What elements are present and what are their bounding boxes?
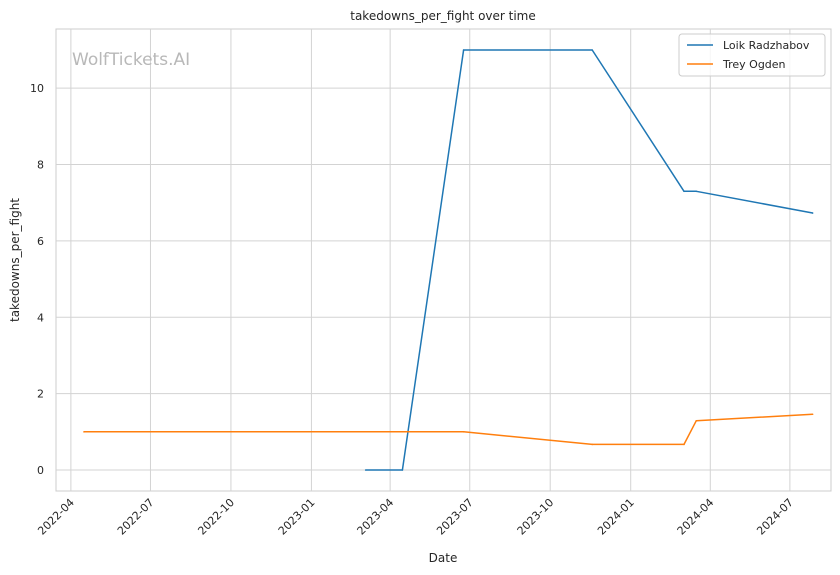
x-tick-label: 2023-10 xyxy=(515,496,557,538)
y-tick-label: 6 xyxy=(37,235,44,248)
data-point xyxy=(401,469,404,471)
y-axis-label: takedowns_per_fight xyxy=(8,198,22,322)
data-point xyxy=(695,419,698,422)
y-tick-label: 0 xyxy=(37,464,44,477)
x-axis: 2022-04 2022-07 2022-10 2023-01 2023-04 2023-… xyxy=(35,496,796,538)
x-axis-label: Date xyxy=(429,551,458,565)
grid xyxy=(56,29,831,491)
x-tick-label: 2024-01 xyxy=(595,496,637,538)
y-tick-label: 8 xyxy=(37,159,44,172)
plot-area xyxy=(55,28,832,492)
data-point xyxy=(695,190,698,193)
data-point xyxy=(364,469,367,471)
series-line-1 xyxy=(84,413,813,446)
chart-title: takedowns_per_fight over time xyxy=(350,9,536,23)
data-point xyxy=(683,190,685,193)
y-axis: 0 2 4 6 8 10 xyxy=(30,82,44,477)
legend-label: Loik Radzhabov xyxy=(723,39,810,52)
x-tick-label: 2023-07 xyxy=(434,496,476,538)
x-tick-label: 2023-01 xyxy=(276,496,318,538)
legend-box xyxy=(678,33,826,77)
y-tick-label: 4 xyxy=(37,311,44,324)
data-point xyxy=(811,413,814,416)
legend-label: Trey Ogden xyxy=(722,58,786,71)
y-tick-label: 10 xyxy=(30,82,44,95)
data-point xyxy=(591,49,594,51)
data-point xyxy=(83,431,85,433)
x-tick-label: 2024-07 xyxy=(754,496,796,538)
x-tick-label: 2022-07 xyxy=(115,496,157,538)
data-point xyxy=(462,49,465,51)
series-layer xyxy=(83,49,814,471)
data-point xyxy=(811,212,814,214)
data-point xyxy=(462,431,465,433)
data-point xyxy=(591,443,594,446)
y-tick-label: 2 xyxy=(37,388,44,401)
x-tick-label: 2022-04 xyxy=(35,496,77,538)
watermark: WolfTickets.AI xyxy=(72,50,190,70)
legend: Loik Radzhabov Trey Ogden xyxy=(678,33,826,77)
x-tick-label: 2024-04 xyxy=(675,496,717,538)
x-tick-label: 2023-04 xyxy=(355,496,397,538)
x-tick-label: 2022-10 xyxy=(195,496,237,538)
data-point xyxy=(683,443,685,446)
